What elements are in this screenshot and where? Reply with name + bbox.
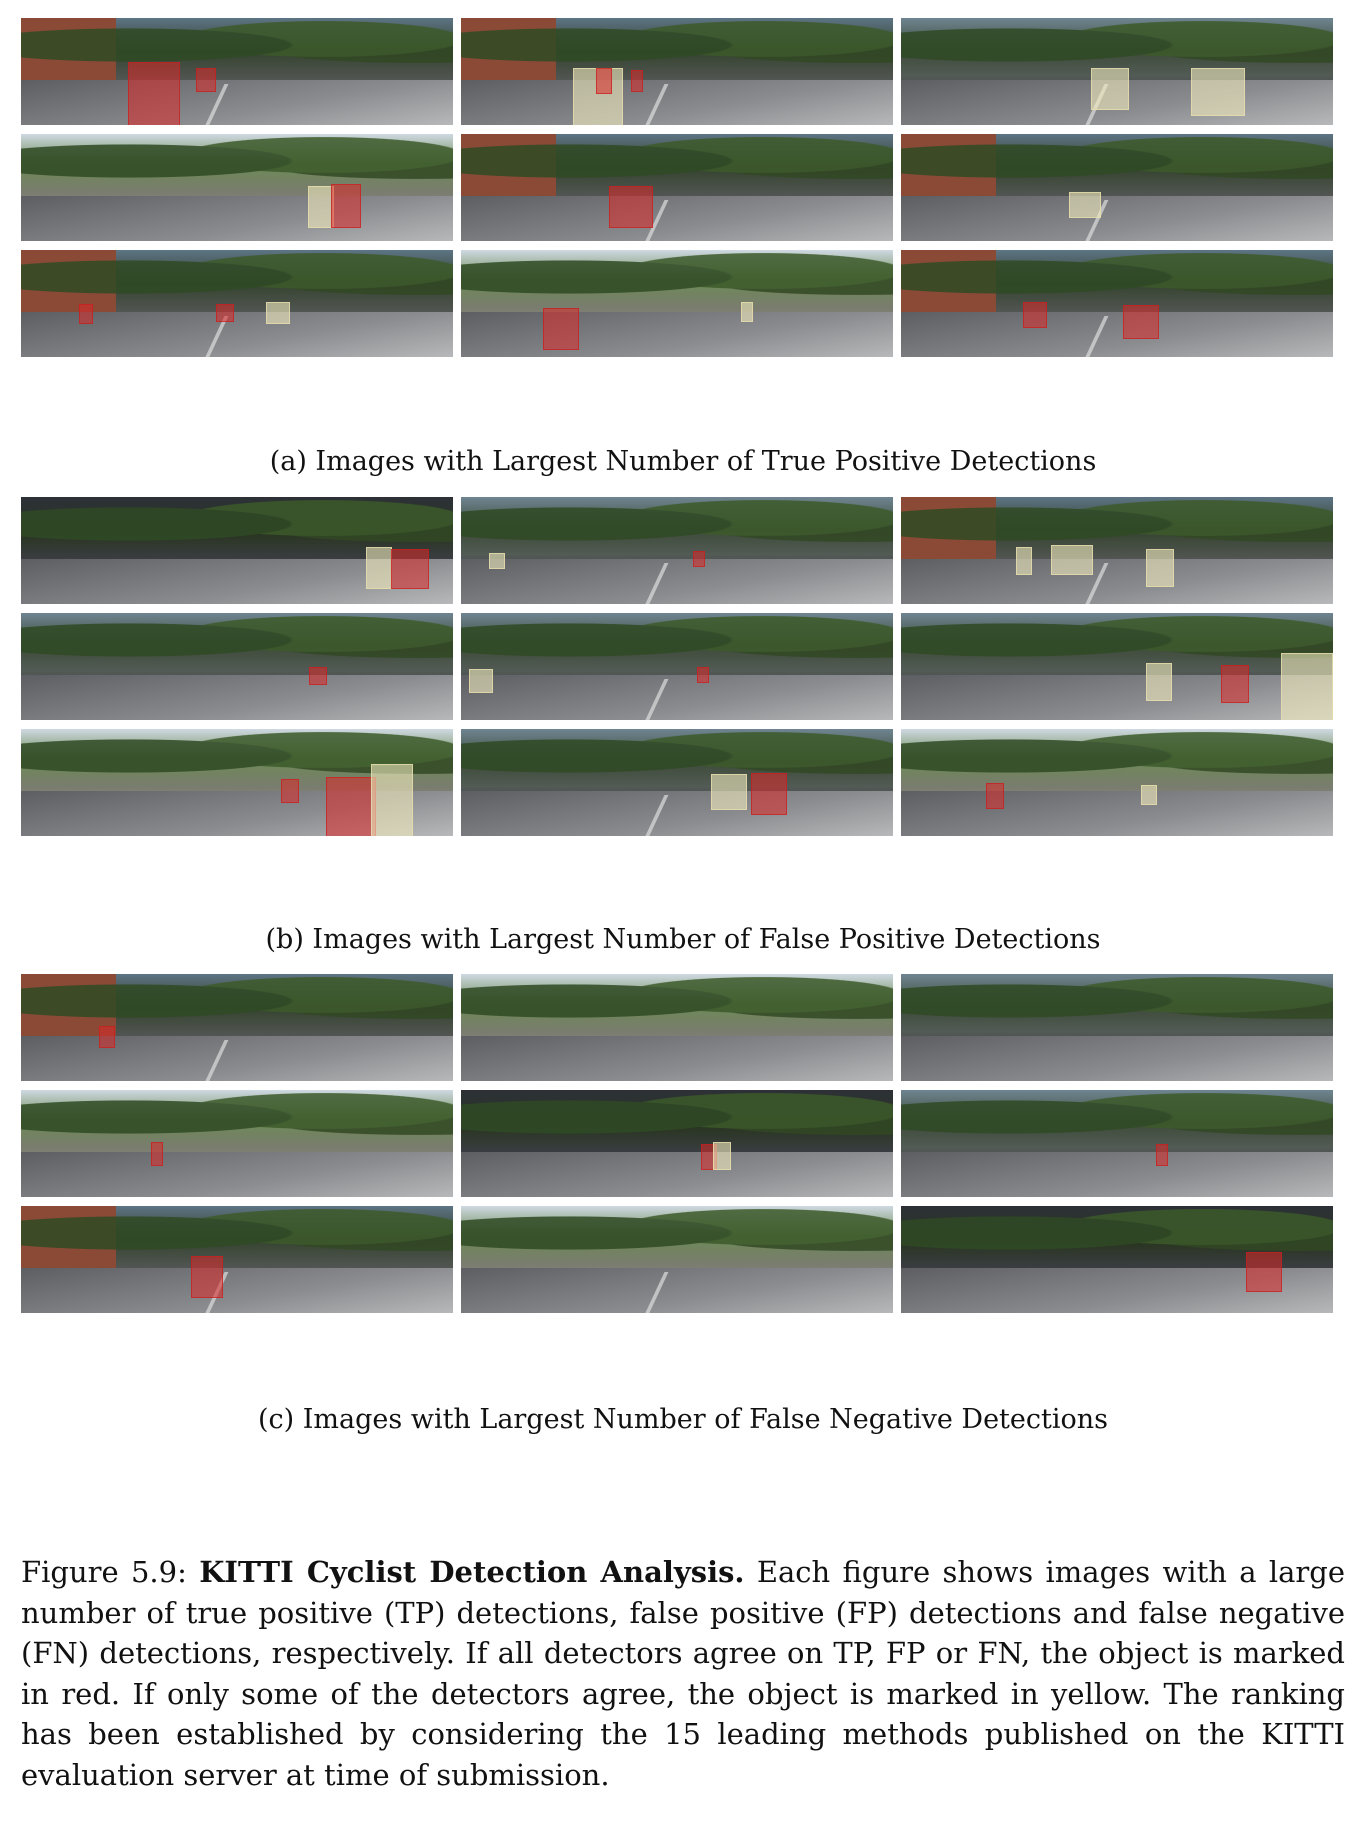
image-tile xyxy=(901,250,1333,357)
image-tile xyxy=(461,250,893,357)
image-tile xyxy=(21,1090,453,1197)
image-tile xyxy=(21,18,453,125)
image-tile xyxy=(901,613,1333,720)
panel-b-caption: (b) Images with Largest Number of False … xyxy=(265,924,1101,955)
image-tile xyxy=(901,18,1333,125)
panel-c-grid xyxy=(21,974,1341,1313)
image-tile xyxy=(461,1206,893,1313)
image-tile xyxy=(901,1090,1333,1197)
image-tile xyxy=(461,134,893,241)
image-tile xyxy=(21,729,453,836)
image-tile xyxy=(901,1206,1333,1313)
panel-b-grid xyxy=(21,497,1341,836)
image-tile xyxy=(901,974,1333,1081)
image-tile xyxy=(21,250,453,357)
image-tile xyxy=(21,613,453,720)
image-tile xyxy=(901,497,1333,604)
image-tile xyxy=(461,729,893,836)
panel-a-caption: (a) Images with Largest Number of True P… xyxy=(269,446,1097,477)
image-tile xyxy=(21,974,453,1081)
image-tile xyxy=(21,497,453,604)
image-tile xyxy=(461,1090,893,1197)
panel-c-caption: (c) Images with Largest Number of False … xyxy=(258,1404,1108,1435)
image-tile xyxy=(461,613,893,720)
image-tile xyxy=(21,134,453,241)
figure-label: Figure 5.9: xyxy=(21,1555,200,1589)
image-tile xyxy=(21,1206,453,1313)
image-tile xyxy=(461,497,893,604)
figure-title: KITTI Cyclist Detection Analysis. xyxy=(199,1555,745,1589)
image-tile xyxy=(461,18,893,125)
figure-text: Each figure shows images with a large nu… xyxy=(21,1555,1345,1792)
panel-a-grid xyxy=(21,18,1341,357)
image-tile xyxy=(901,729,1333,836)
image-tile xyxy=(461,974,893,1081)
figure-caption: Figure 5.9: KITTI Cyclist Detection Anal… xyxy=(21,1552,1345,1795)
image-tile xyxy=(901,134,1333,241)
